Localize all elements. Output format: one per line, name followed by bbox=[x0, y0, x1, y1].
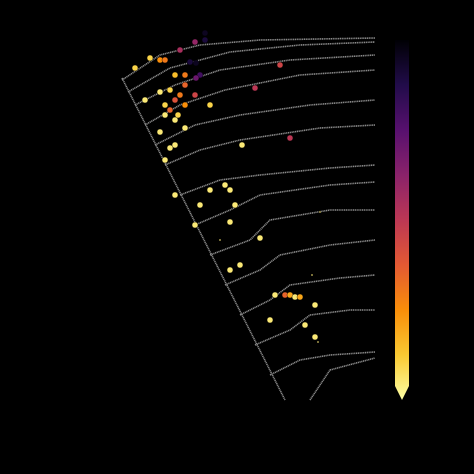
point bbox=[181, 101, 189, 109]
point bbox=[176, 91, 184, 99]
track-line bbox=[144, 69, 376, 126]
point bbox=[276, 61, 284, 69]
point bbox=[296, 293, 304, 301]
point bbox=[286, 134, 294, 142]
track-line bbox=[224, 239, 376, 286]
colorbar bbox=[395, 40, 409, 400]
point bbox=[181, 71, 189, 79]
track-line bbox=[269, 351, 376, 376]
point bbox=[191, 221, 199, 229]
point bbox=[176, 46, 184, 54]
point bbox=[141, 96, 149, 104]
point bbox=[171, 191, 179, 199]
track-line bbox=[121, 37, 376, 81]
point bbox=[226, 218, 234, 226]
track-line bbox=[209, 209, 375, 256]
point bbox=[221, 181, 229, 189]
point bbox=[171, 96, 179, 104]
point bbox=[191, 91, 199, 99]
point bbox=[316, 340, 320, 344]
point bbox=[156, 128, 164, 136]
point bbox=[231, 201, 239, 209]
point bbox=[161, 56, 169, 64]
point bbox=[301, 321, 309, 329]
point bbox=[251, 84, 259, 92]
point bbox=[171, 116, 179, 124]
point bbox=[236, 261, 244, 269]
point bbox=[218, 238, 222, 242]
point bbox=[171, 71, 179, 79]
point bbox=[186, 58, 194, 66]
point bbox=[318, 210, 322, 214]
point bbox=[166, 144, 174, 152]
point bbox=[171, 141, 179, 149]
track-line bbox=[127, 41, 376, 93]
point bbox=[266, 316, 274, 324]
point bbox=[191, 38, 199, 46]
point bbox=[161, 111, 169, 119]
point bbox=[166, 86, 174, 94]
point bbox=[206, 186, 214, 194]
point bbox=[226, 186, 234, 194]
track-line bbox=[121, 77, 286, 401]
point bbox=[256, 234, 264, 242]
point bbox=[181, 81, 189, 89]
point bbox=[201, 29, 209, 37]
point bbox=[310, 273, 314, 277]
point bbox=[146, 54, 154, 62]
point bbox=[238, 141, 246, 149]
point bbox=[161, 156, 169, 164]
point bbox=[192, 59, 200, 67]
track-line bbox=[239, 274, 376, 316]
point bbox=[201, 36, 209, 44]
point bbox=[166, 106, 174, 114]
point bbox=[196, 201, 204, 209]
point bbox=[131, 64, 139, 72]
track-line bbox=[309, 357, 376, 401]
point bbox=[192, 74, 200, 82]
point bbox=[161, 101, 169, 109]
point bbox=[311, 301, 319, 309]
point bbox=[311, 333, 319, 341]
track-line bbox=[154, 99, 376, 146]
point bbox=[226, 266, 234, 274]
track-line bbox=[194, 181, 376, 226]
point bbox=[206, 101, 214, 109]
point bbox=[271, 291, 279, 299]
point bbox=[181, 124, 189, 132]
track-line bbox=[254, 309, 375, 346]
track-line bbox=[164, 124, 376, 166]
track-line bbox=[179, 164, 376, 196]
point bbox=[156, 88, 164, 96]
point bbox=[174, 111, 182, 119]
